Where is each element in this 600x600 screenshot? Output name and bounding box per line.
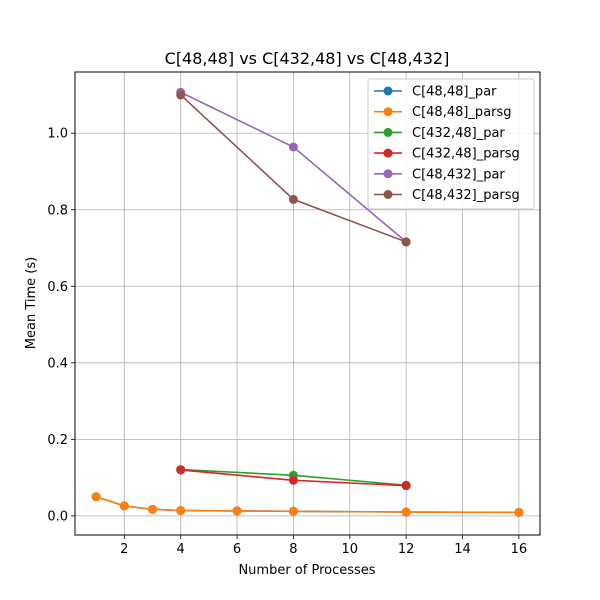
data-point (176, 465, 186, 475)
legend-item: C[432,48]_parsg (374, 147, 520, 162)
data-point (148, 504, 157, 514)
chart-title: C[48,48] vs C[432,48] vs C[48,432] (165, 49, 450, 68)
series-4 (176, 465, 411, 491)
series-1 (91, 492, 524, 517)
legend-swatch-marker (383, 190, 393, 199)
legend-box (367, 78, 535, 210)
legend-swatch-marker (383, 127, 393, 137)
x-tick-label: 6 (233, 542, 241, 557)
legend-item: C[48,432]_par (374, 167, 505, 182)
x-tick-label: 10 (341, 542, 358, 557)
plot-frame (74, 71, 541, 536)
legend-label: C[48,48]_par (412, 85, 497, 100)
data-point (288, 475, 298, 485)
axis-ticks: 2 4 6 8 10 12 14 16 0.0 0.2 0.4 0.6 0.8 1.0 (47, 127, 527, 557)
legend: C[48,48]_par C[48,48]_parsg C[432,48]_par C… (367, 78, 535, 210)
series-2 (91, 492, 524, 517)
data-point (401, 481, 411, 491)
y-tick-label: 0.2 (47, 433, 68, 448)
data-point (176, 506, 186, 516)
legend-item: C[48,48]_parsg (374, 105, 512, 120)
legend-label: C[48,48]_parsg (412, 105, 512, 120)
data-point (288, 194, 298, 204)
series-line (95, 495, 519, 514)
y-tick-label: 0.0 (47, 509, 68, 524)
x-tick-label: 16 (511, 542, 528, 557)
legend-item: C[48,432]_parsg (374, 188, 520, 203)
data-point (401, 507, 411, 517)
legend-label: C[48,432]_par (412, 167, 505, 182)
data-point (288, 506, 298, 516)
data-point (401, 237, 411, 247)
y-tick-label: 0.6 (47, 280, 68, 295)
data-point (119, 501, 129, 511)
x-tick-label: 8 (289, 542, 297, 557)
data-point (176, 90, 186, 100)
legend-item: C[432,48]_par (374, 126, 505, 141)
legend-item: C[48,48]_par (374, 85, 497, 100)
data-point (288, 142, 298, 152)
data-point (514, 507, 524, 517)
legend-swatch-marker (383, 169, 393, 179)
legend-swatch-marker (383, 107, 393, 117)
legend-swatch-marker (383, 148, 393, 158)
x-tick-label: 14 (454, 542, 471, 557)
y-tick-label: 1.0 (47, 127, 68, 142)
x-axis-label: Number of Processes (238, 563, 375, 578)
legend-label: C[432,48]_parsg (412, 147, 520, 162)
x-tick-label: 12 (398, 542, 415, 557)
data-point (232, 506, 242, 516)
series-6 (176, 90, 411, 247)
series-layer (91, 87, 524, 517)
legend-label: C[432,48]_par (412, 126, 505, 141)
y-axis-label: Mean Time (s) (24, 257, 39, 349)
legend-swatch-marker (383, 86, 393, 96)
y-tick-label: 0.4 (47, 356, 68, 371)
x-tick-label: 2 (120, 542, 128, 557)
y-tick-label: 0.8 (47, 203, 68, 218)
legend-label: C[48,432]_parsg (412, 188, 520, 203)
data-point (91, 492, 101, 502)
x-tick-label: 4 (177, 542, 185, 557)
